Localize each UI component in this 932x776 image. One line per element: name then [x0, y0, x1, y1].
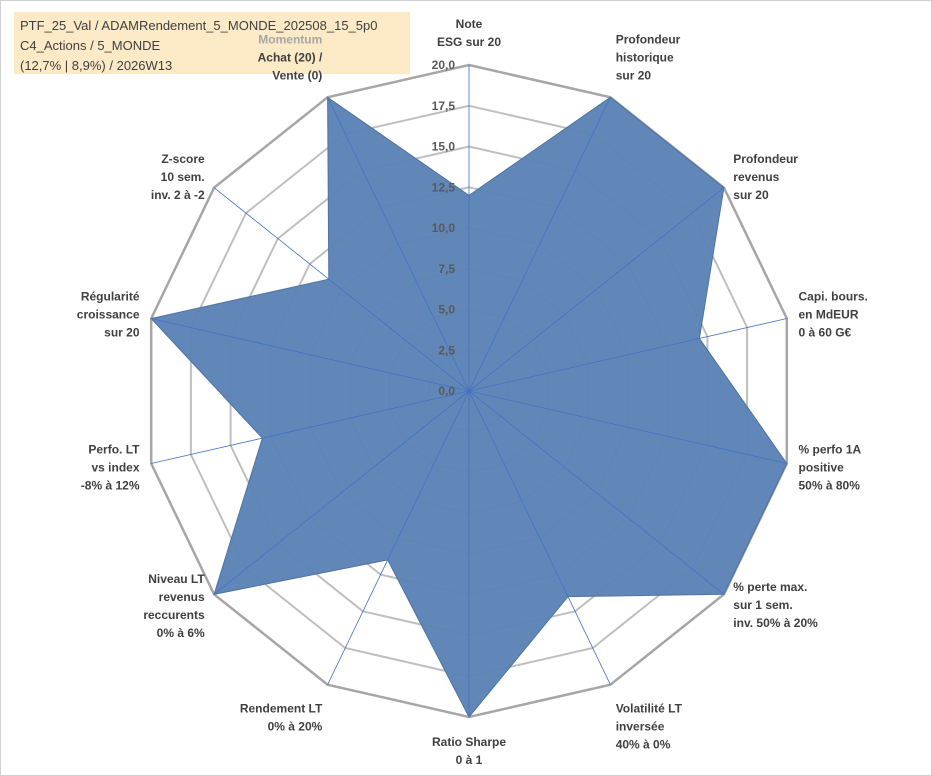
momentum-label: Momentum: [258, 33, 322, 47]
radar-axis-labels: Note ESG sur 20 Profondeur historique sur 20…: [77, 17, 868, 767]
axis-spoke: [151, 390, 470, 464]
axis-label: Volatilité LT inversée 40% à 0%: [616, 702, 683, 752]
axis-spoke: [468, 390, 725, 595]
tick-label: 7,5: [438, 262, 455, 276]
tick-label: 2,5: [438, 343, 455, 357]
axis-label: Perfo. LT vs index -8% à 12%: [81, 442, 140, 492]
chart-header: PTF_25_Val / ADAMRendement_5_MONDE_20250…: [14, 12, 410, 74]
axis-label: Achat (20) / Vente (0): [258, 51, 323, 83]
tick-label: 0,0: [438, 384, 455, 398]
axis-label: % perfo 1A positive 50% à 80%: [799, 442, 862, 492]
tick-label: 20,0: [432, 58, 456, 72]
tick-label: 5,0: [438, 303, 455, 317]
header-line-2: C4_Actions / 5_MONDE: [20, 38, 161, 53]
axis-label: Profondeur revenus sur 20: [733, 152, 798, 202]
axis-spoke: [468, 97, 611, 392]
axis-spoke: [151, 318, 470, 392]
tick-label: 10,0: [432, 221, 456, 235]
axis-spoke: [468, 187, 725, 392]
axis-spoke: [468, 390, 787, 464]
axis-label: Z-score 10 sem. inv. 2 à -2: [151, 152, 205, 202]
tick-label: 15,0: [432, 140, 456, 154]
axis-spoke: [327, 97, 470, 392]
radar-spokes: [151, 65, 787, 717]
axis-label: Note ESG sur 20: [437, 17, 501, 49]
tick-label: 12,5: [432, 180, 456, 194]
axis-spoke: [213, 187, 470, 392]
radar-tick-labels: 0,0 2,5 5,0 7,5 10,0 12,5 15,0 17,5 20,0: [432, 58, 456, 398]
axis-spoke: [468, 318, 787, 392]
header-line-1: PTF_25_Val / ADAMRendement_5_MONDE_20250…: [20, 18, 378, 33]
axis-spoke: [327, 390, 470, 685]
axis-label: % perte max. sur 1 sem. inv. 50% à 20%: [733, 580, 818, 630]
axis-label: Ratio Sharpe 0 à 1: [432, 735, 506, 767]
axis-label: Régularité croissance sur 20: [77, 290, 140, 340]
axis-spoke: [213, 390, 470, 595]
axis-label: Profondeur historique sur 20: [616, 33, 681, 83]
axis-label: Niveau LT revenus reccurents 0% à 6%: [143, 572, 205, 640]
axis-label: Rendement LT 0% à 20%: [240, 702, 323, 734]
axis-label: Capi. bours. en MdEUR 0 à 60 G€: [799, 290, 868, 340]
axis-spoke: [468, 390, 611, 685]
tick-label: 17,5: [432, 99, 456, 113]
header-line-3: (12,7% | 8,9%) / 2026W13: [20, 58, 173, 73]
